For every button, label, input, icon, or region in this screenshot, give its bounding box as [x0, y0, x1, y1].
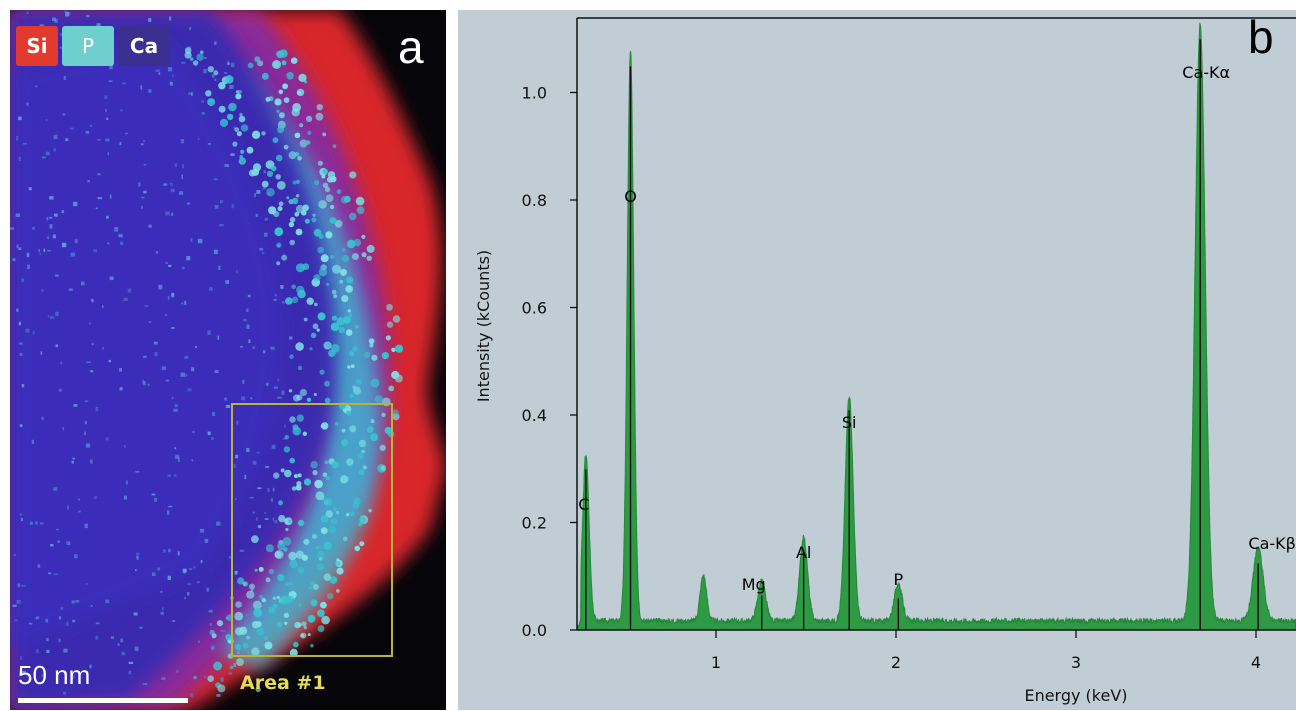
scale-bar-label: 50 nm [18, 660, 91, 690]
panel-letter-a: a [398, 21, 424, 73]
peak-label: Si [842, 413, 857, 432]
x-tick-label: 1 [711, 653, 721, 672]
panel-letter-b: b [1248, 11, 1274, 63]
eds-map-panel: Si P Ca a 50 nm Area #1 [10, 10, 446, 710]
peak-label: Al [796, 543, 811, 562]
elemental-map-image [10, 10, 446, 710]
area-1-box [231, 403, 393, 657]
legend-si: Si [16, 26, 58, 66]
peak-label: Ca-Kβ [1248, 534, 1295, 553]
y-tick-label: 0.0 [522, 621, 547, 640]
tick-labels: 0.0 0.2 0.4 0.6 0.8 1.0 1 2 3 4 [522, 84, 1262, 673]
area-label: Area #1 [240, 672, 326, 694]
peak-labels: C O Mg Al Si P Ca-Kα Ca-Kβ [578, 63, 1296, 594]
legend-ca: Ca [118, 26, 170, 66]
y-tick-label: 1.0 [522, 84, 547, 103]
y-tick-label: 0.6 [522, 299, 547, 318]
peak-label: P [894, 570, 904, 589]
spectrum-panel: 0.0 0.2 0.4 0.6 0.8 1.0 1 2 3 4 C O Mg Al Si P Ca-Kα Ca-… [458, 10, 1296, 710]
peak-lines [585, 39, 1259, 630]
y-tick-label: 0.8 [522, 191, 547, 210]
x-axis-label: Energy (keV) [1024, 686, 1127, 705]
scale-bar [18, 698, 188, 703]
x-tick-label: 4 [1251, 653, 1261, 672]
y-tick-label: 0.2 [522, 514, 547, 533]
spectrum-area [576, 22, 1296, 631]
y-tick-label: 0.4 [522, 406, 547, 425]
x-tick-label: 2 [891, 653, 901, 672]
eds-spectrum-chart: 0.0 0.2 0.4 0.6 0.8 1.0 1 2 3 4 C O Mg Al Si P Ca-Kα Ca-… [474, 17, 1296, 705]
peak-label: O [624, 187, 637, 206]
peak-label: Ca-Kα [1182, 63, 1230, 82]
legend-p: P [62, 26, 114, 66]
y-axis-label: Intensity (kCounts) [474, 250, 493, 402]
axes [570, 17, 1296, 638]
peak-label: C [578, 495, 589, 514]
peak-label: Mg [742, 575, 766, 594]
x-tick-label: 3 [1071, 653, 1081, 672]
